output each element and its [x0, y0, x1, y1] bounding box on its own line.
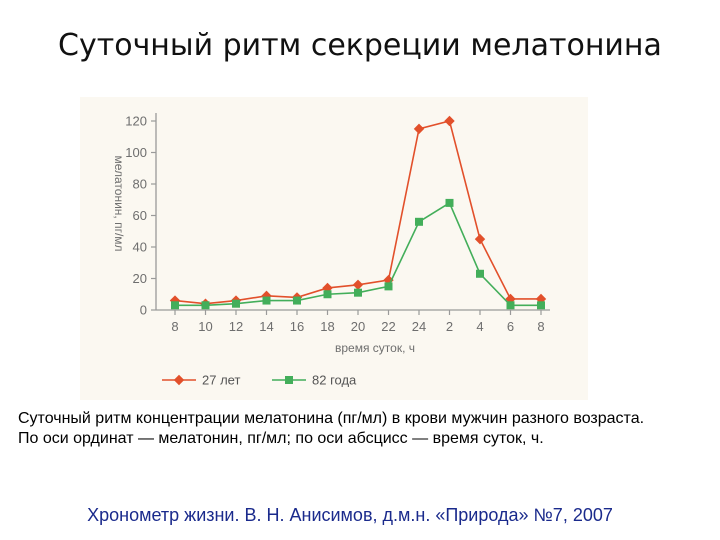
- y-tick-label: 20: [133, 271, 147, 286]
- x-tick-label: 6: [507, 319, 514, 334]
- caption-line-1: Суточный ритм концентрации мелатонина (п…: [18, 410, 645, 427]
- data-point-series-2: [171, 301, 179, 310]
- data-point-series-1: [352, 279, 364, 290]
- data-point-series-2: [384, 282, 393, 291]
- x-tick-label: 10: [198, 319, 212, 334]
- legend-marker-2: [285, 376, 293, 384]
- source-citation: Хронометр жизни. В. Н. Анисимов, д.м.н. …: [87, 505, 613, 525]
- y-tick-label: 80: [133, 177, 147, 192]
- data-point-series-2: [262, 296, 271, 305]
- x-tick-label: 18: [320, 319, 334, 334]
- y-tick-label: 60: [133, 208, 147, 223]
- legend-label-2: 82 года: [312, 373, 357, 388]
- x-tick-label: 20: [351, 319, 365, 334]
- caption-line-2: По оси ординат — мелатонин, пг/мл; по ос…: [18, 430, 544, 447]
- x-tick-label: 12: [229, 319, 243, 334]
- x-tick-label: 16: [290, 319, 304, 334]
- slide-title: Суточный ритм секреции мелатонина: [58, 28, 662, 63]
- melatonin-chart: 0 20 40 60 80 100 120 8 10 12 14 16 18 20 22 24 2 4 6 8 врем…: [80, 97, 588, 400]
- x-tick-label: 14: [259, 319, 273, 334]
- data-point-series-2: [293, 296, 301, 305]
- x-tick-label: 22: [381, 319, 395, 334]
- x-tick-label: 8: [537, 319, 544, 334]
- x-tick-label: 24: [412, 319, 426, 334]
- y-tick-label: 0: [140, 303, 147, 318]
- data-point-series-2: [476, 269, 484, 278]
- data-point-series-2: [537, 301, 545, 310]
- data-point-series-2: [354, 288, 362, 297]
- legend-label-1: 27 лет: [202, 373, 240, 388]
- data-point-series-1: [413, 123, 425, 135]
- legend-marker-1: [173, 374, 185, 386]
- data-point-series-2: [232, 299, 240, 308]
- x-tick-label: 2: [446, 319, 453, 334]
- y-tick-label: 40: [133, 240, 147, 255]
- y-axis-label: мелатонин, пг/мл: [112, 155, 126, 251]
- data-point-series-2: [506, 301, 515, 310]
- data-point-series-1: [444, 115, 455, 127]
- data-point-series-2: [445, 198, 454, 207]
- x-tick-label: 4: [476, 319, 483, 334]
- data-point-series-2: [201, 301, 210, 310]
- x-tick-label: 8: [171, 319, 178, 334]
- x-axis-label: время суток, ч: [335, 341, 415, 355]
- data-point-series-1: [474, 233, 486, 245]
- y-tick-label: 120: [125, 114, 147, 129]
- figure-caption: Суточный ритм концентрации мелатонина (п…: [18, 409, 678, 449]
- y-tick-label: 100: [125, 145, 147, 160]
- data-point-series-2: [415, 217, 423, 226]
- series-line-1: [174, 120, 541, 305]
- data-point-series-2: [323, 290, 332, 299]
